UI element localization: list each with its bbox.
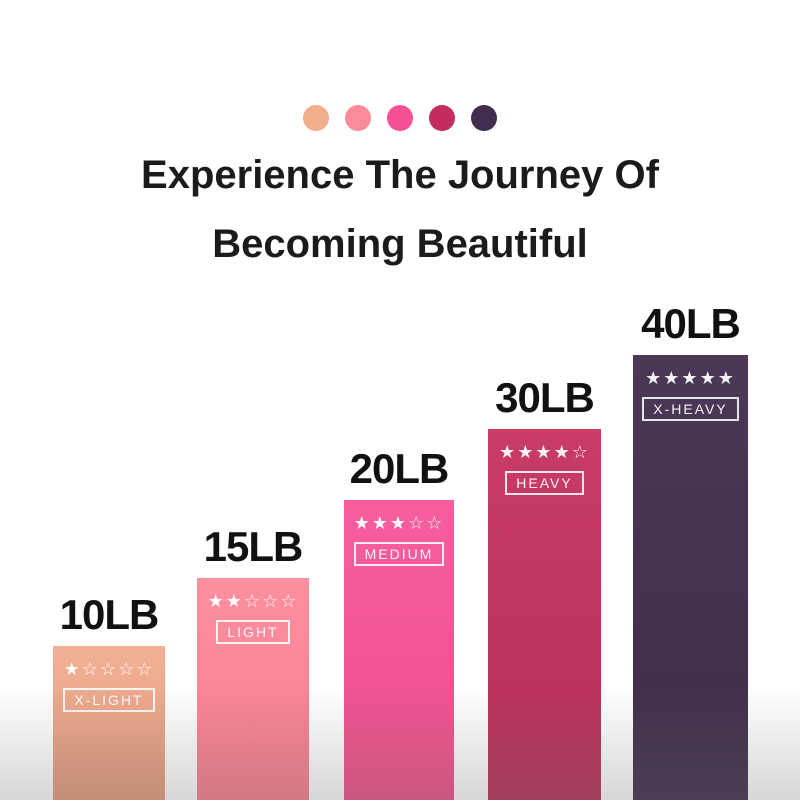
page-title-line-2: Becoming Beautiful <box>212 222 588 266</box>
bar-15lb-star-rating: ★★☆☆☆ <box>207 591 299 611</box>
bar-20lb-star-rating: ★★★☆☆ <box>353 513 445 533</box>
peach-dot-icon <box>303 105 329 131</box>
bar-30lb-value-label: 30LB <box>495 374 595 421</box>
palette-dots-row <box>0 105 800 131</box>
bar-10lb-star-rating: ★☆☆☆☆ <box>63 659 155 679</box>
bar-15lb-level-badge: LIGHT <box>216 620 290 644</box>
bar-30lb-level-badge: HEAVY <box>505 471 584 495</box>
bar-20lb-value-label: 20LB <box>349 445 450 492</box>
bar-40lb: 40LB ★★★★★ X-HEAVY <box>633 300 748 800</box>
bar-10lb-value-label: 10LB <box>59 591 160 638</box>
bar-30lb-star-rating: ★★★★☆ <box>499 442 590 462</box>
crimson-dot-icon <box>429 105 455 131</box>
bar-10lb: 10LB ★☆☆☆☆ X-LIGHT <box>53 591 165 800</box>
page-title: Experience The Journey Of Becoming Beaut… <box>0 141 800 279</box>
hot-pink-dot-icon <box>387 105 413 131</box>
dark-purple-dot-icon <box>471 105 497 131</box>
bar-15lb-value-label: 15LB <box>203 523 304 570</box>
bar-40lb-star-rating: ★★★★★ <box>645 368 736 388</box>
pink-dot-icon <box>345 105 371 131</box>
bar-15lb: 15LB ★★☆☆☆ LIGHT <box>197 523 309 800</box>
bar-40lb-level-badge: X-HEAVY <box>642 397 739 421</box>
bar-20lb-level-badge: MEDIUM <box>353 542 445 566</box>
bar-40lb-value-label: 40LB <box>641 300 741 347</box>
bar-10lb-level-badge: X-LIGHT <box>63 688 155 712</box>
page-title-line-1: Experience The Journey Of <box>141 153 659 197</box>
bar-20lb: 20LB ★★★☆☆ MEDIUM <box>344 445 454 800</box>
bar-30lb: 30LB ★★★★☆ HEAVY <box>488 374 601 800</box>
